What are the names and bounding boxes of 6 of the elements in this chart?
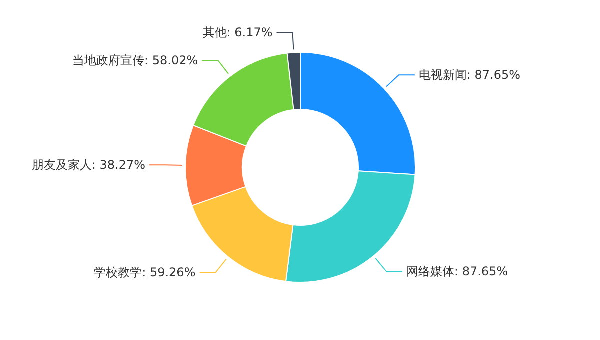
slice-label: 朋友及家人: 38.27% [32, 158, 146, 172]
slice-label: 学校教学: 59.26% [94, 266, 196, 280]
slice-label: 电视新闻: 87.65% [418, 68, 521, 82]
slice-label: 网络媒体: 87.65% [406, 264, 508, 279]
slice-label: 其他: 6.17% [202, 26, 273, 40]
slice-label: 当地政府宣传: 58.02% [72, 54, 198, 68]
